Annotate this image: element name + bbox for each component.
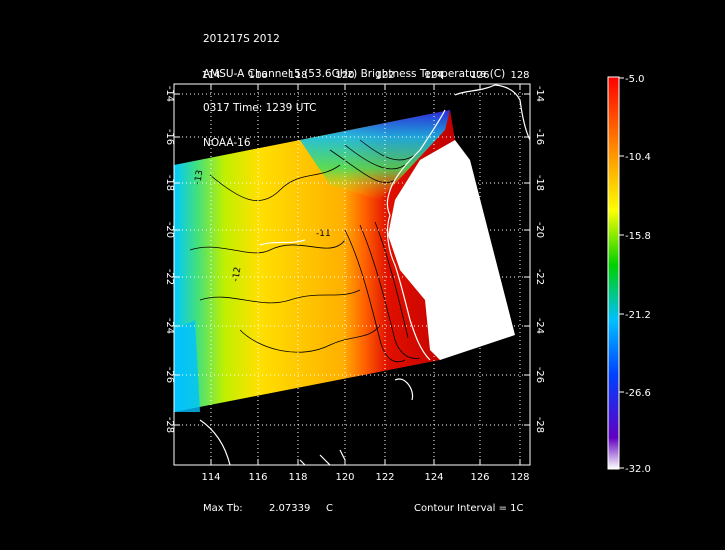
- contour-label: -11: [316, 229, 331, 239]
- lat-tick-label: -16: [534, 129, 545, 145]
- lon-tick-label: 122: [375, 70, 394, 81]
- swath-layer: -13 -12 -11: [174, 84, 530, 465]
- colorbar-scale: [607, 76, 620, 470]
- colorbar-label: -21.2: [625, 310, 651, 321]
- lat-labels-left: -14 -16 -18 -20 -22 -24 -26 -28: [164, 86, 175, 433]
- max-tb-value: 2.07339: [269, 503, 311, 514]
- contour-label: -12: [231, 266, 243, 282]
- lon-tick-label: 128: [510, 70, 529, 81]
- lon-tick-label: 120: [335, 472, 354, 483]
- lon-tick-label: 122: [375, 472, 394, 483]
- title-line-satellite: NOAA-16: [203, 136, 251, 149]
- lat-tick-label: -18: [164, 175, 175, 191]
- tick-marks: [174, 84, 530, 465]
- title-line-channel: AMSU-A Channel 5 (53.6GHz) Brightness Te…: [203, 67, 506, 80]
- title-line-time: 0317 Time: 1239 UTC: [203, 102, 317, 114]
- coastline: [199, 84, 530, 465]
- swath-top-cold-region: [300, 110, 450, 200]
- lat-tick-label: -24: [164, 318, 175, 334]
- lat-tick-label: -20: [164, 222, 175, 238]
- lat-tick-label: -16: [164, 129, 175, 145]
- contour-labels: -13 -12 -11: [193, 169, 331, 282]
- lat-tick-label: -26: [164, 367, 175, 383]
- colorbar-label: -32.0: [625, 464, 651, 475]
- lon-tick-label: 116: [248, 472, 267, 483]
- lon-tick-label: 118: [288, 472, 307, 483]
- colorbar-label: -26.6: [625, 388, 651, 399]
- lon-tick-label: 114: [201, 70, 220, 81]
- graticule: [174, 84, 530, 465]
- lon-tick-label: 124: [424, 70, 443, 81]
- lat-labels-right: -14 -16 -18 -20 -22 -24 -26 -28: [534, 86, 545, 433]
- lon-tick-label: 116: [248, 70, 267, 81]
- lon-tick-label: 124: [424, 472, 443, 483]
- title-line-date: 201217S 2012: [203, 33, 280, 45]
- lon-labels-bottom: 114 116 118 120 122 124 126 128: [201, 472, 529, 483]
- colorbar-label: -15.8: [625, 231, 651, 242]
- contour-label: -13: [193, 169, 205, 185]
- lon-tick-label: 114: [201, 472, 220, 483]
- lat-tick-label: -28: [534, 417, 545, 433]
- max-tb-label: Max Tb:: [203, 503, 243, 514]
- colorbar-label: -10.4: [625, 152, 651, 163]
- contour-lines: [189, 139, 421, 363]
- lat-tick-label: -28: [164, 417, 175, 433]
- plot-title: 201217S 2012 AMSU-A Channel 5 (53.6GHz) …: [203, 11, 505, 161]
- lon-tick-label: 120: [335, 70, 354, 81]
- lat-tick-label: -26: [534, 367, 545, 383]
- lon-tick-label: 126: [470, 70, 489, 81]
- colorbar-label: -5.0: [625, 74, 645, 85]
- no-data-region: [388, 140, 515, 360]
- lat-tick-label: -14: [534, 86, 545, 102]
- max-tb-unit: C: [326, 503, 333, 514]
- lat-tick-label: -22: [534, 269, 545, 285]
- lon-tick-label: 128: [510, 472, 529, 483]
- lat-tick-label: -20: [534, 222, 545, 238]
- lat-tick-label: -24: [534, 318, 545, 334]
- lat-tick-label: -18: [534, 175, 545, 191]
- lon-labels-top: 114 116 118 120 122 124 126 128: [201, 70, 529, 81]
- lat-tick-label: -14: [164, 86, 175, 102]
- map-frame: [173, 83, 531, 466]
- contour-interval-label: Contour Interval = 1C: [414, 503, 524, 514]
- swath-west-cold-edge: [174, 320, 200, 412]
- lon-tick-label: 126: [470, 472, 489, 483]
- lon-tick-label: 118: [288, 70, 307, 81]
- lat-tick-label: -22: [164, 269, 175, 285]
- colorbar: -5.0 -10.4 -15.8 -21.2 -26.6 -32.0: [607, 74, 651, 475]
